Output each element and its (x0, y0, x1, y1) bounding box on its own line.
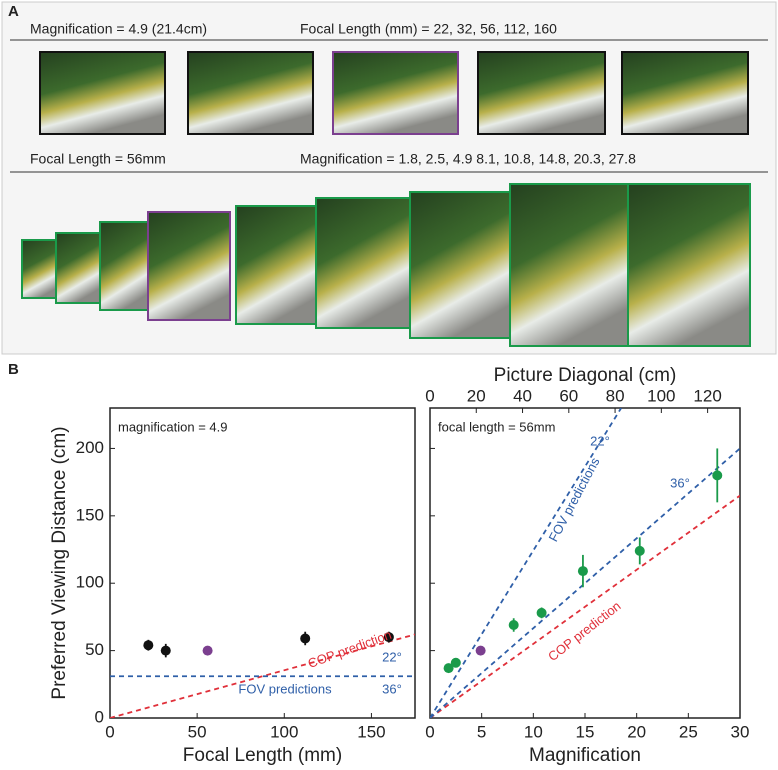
photo (477, 51, 606, 135)
photo (621, 51, 749, 135)
x-axis-title: Focal Length (mm) (183, 745, 342, 766)
row-caption: Magnification = 4.9 (21.4cm) (30, 21, 207, 37)
y-axis-title: Preferred Viewing Distance (cm) (49, 426, 70, 699)
x2-tick-label: 0 (425, 386, 434, 405)
x-tick-label: 50 (188, 722, 207, 741)
photos (21, 51, 751, 347)
x2-tick-label: 60 (559, 386, 578, 405)
photo (627, 183, 751, 347)
photo (39, 51, 166, 135)
y-tick-label: 50 (85, 640, 104, 659)
photo (187, 51, 314, 135)
photo (332, 51, 459, 135)
x2-tick-label: 120 (693, 386, 721, 405)
data-point (202, 645, 213, 656)
x2-axis-title: Picture Diagonal (cm) (494, 365, 677, 386)
annotation: 36° (382, 681, 402, 696)
data-point (450, 657, 461, 668)
annotation: 36° (670, 475, 690, 490)
x-tick-label: 25 (679, 722, 698, 741)
x-tick-label: 30 (731, 722, 750, 741)
photo (315, 197, 411, 329)
x-tick-label: 5 (477, 722, 486, 741)
annotation: FOV predictions (238, 681, 332, 696)
x-tick-label: 150 (357, 722, 385, 741)
photo (235, 205, 321, 325)
panel-label: A (8, 3, 19, 20)
annotation: 22° (590, 433, 610, 448)
data-point (443, 663, 454, 674)
prediction-line (430, 447, 740, 718)
annotation: focal length = 56mm (438, 419, 555, 434)
x-tick-label: 0 (105, 722, 114, 741)
photo (409, 191, 515, 339)
prediction-line (430, 494, 740, 718)
data-point (712, 470, 723, 481)
plot-frame (429, 407, 741, 719)
data-point (300, 633, 311, 644)
row-caption: Focal Length (mm) = 22, 32, 56, 112, 160 (300, 21, 557, 37)
row-caption: Magnification = 1.8, 2.5, 4.9 8.1, 10.8,… (300, 151, 636, 167)
data-point (143, 640, 154, 651)
annotation: magnification = 4.9 (118, 419, 227, 434)
data-point (383, 632, 394, 643)
prediction-line (430, 408, 622, 718)
data-point (634, 545, 645, 556)
x-tick-label: 15 (576, 722, 595, 741)
data-point (475, 645, 486, 656)
row-caption: Focal Length = 56mm (30, 151, 166, 167)
plot-frame (109, 407, 416, 719)
x2-tick-label: 100 (647, 386, 675, 405)
annotation: 22° (382, 649, 402, 664)
panel-label: B (8, 361, 19, 378)
photo (509, 183, 631, 347)
y-tick-label: 0 (95, 707, 104, 726)
y-tick-label: 150 (76, 505, 104, 524)
x-tick-label: 100 (270, 722, 298, 741)
y-tick-label: 100 (76, 573, 104, 592)
photo (99, 221, 157, 311)
x2-tick-label: 80 (606, 386, 625, 405)
photo (55, 232, 105, 304)
x2-tick-label: 20 (467, 386, 486, 405)
photo (147, 211, 231, 321)
prediction-line (110, 633, 415, 718)
x-axis-title: Magnification (529, 745, 641, 766)
x-tick-label: 10 (524, 722, 543, 741)
data-point (508, 620, 519, 630)
x2-tick-label: 40 (513, 386, 532, 405)
x-tick-label: 20 (627, 722, 646, 741)
data-point (536, 607, 547, 618)
y-tick-label: 200 (76, 438, 104, 457)
x-tick-label: 0 (425, 722, 434, 741)
data-point (577, 566, 588, 577)
data-point (160, 645, 171, 656)
